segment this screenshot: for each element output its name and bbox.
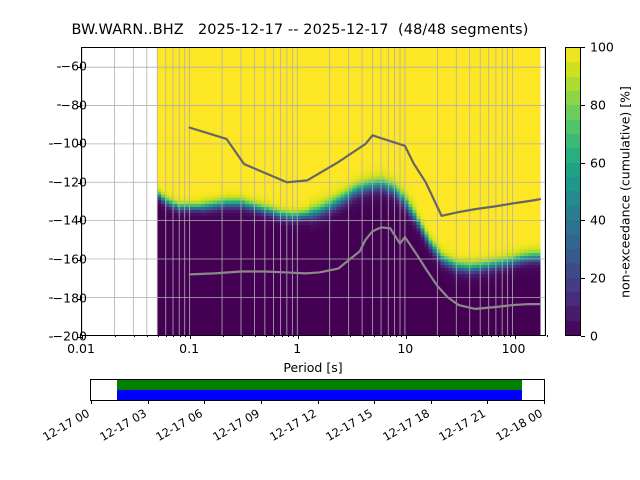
x-tick-mark-minor (547, 335, 548, 338)
x-tick-mark-minor (179, 335, 181, 338)
y-tick-label: −120 (49, 174, 87, 189)
colorbar-tick-mark (581, 162, 585, 164)
x-tick-mark-minor (133, 335, 135, 338)
x-tick-mark-minor (382, 335, 384, 338)
x-tick-mark-minor (274, 335, 276, 338)
y-tick-label: −140 (49, 213, 87, 228)
x-tick-label: 0.1 (179, 341, 200, 356)
colorbar-tick-mark (581, 278, 585, 280)
colorbar-tick-label: 20 (590, 270, 606, 286)
x-tick-mark-major (82, 335, 83, 339)
x-tick-mark-minor (481, 335, 483, 338)
ppsd-plot-area[interactable] (78, 47, 548, 339)
colorbar-tick-label: 0 (590, 328, 598, 344)
y-tick-label: −80 (57, 97, 87, 112)
y-tick-mark (78, 298, 82, 300)
x-axis-label: Period [s] (283, 360, 343, 375)
timeline-tick-label: 12-18 00 (493, 406, 545, 444)
colorbar-tick-label: 40 (590, 212, 606, 228)
x-tick-mark-major (514, 335, 516, 339)
y-tick-label: −200 (49, 329, 87, 344)
x-tick-mark-minor (114, 335, 116, 338)
x-tick-mark-minor (241, 335, 243, 338)
x-tick-mark-minor (509, 335, 511, 338)
y-tick-mark (78, 221, 82, 223)
colorbar-gradient (566, 48, 580, 335)
y-tick-label: −180 (49, 290, 87, 305)
colorbar-label: non-exceedance (cumulative) [%] (617, 86, 633, 298)
colorbar-tick-label: 80 (590, 97, 606, 113)
y-tick-label: −100 (49, 136, 87, 151)
x-tick-mark-minor (395, 335, 397, 338)
noise-model-line-1 (188, 226, 542, 310)
timeline-tick-mark (147, 400, 149, 404)
y-tick-label: −160 (49, 251, 87, 266)
coverage-bars (116, 380, 522, 400)
y-tick-label: −60 (57, 59, 87, 74)
x-tick-mark-minor (401, 335, 403, 338)
x-tick-mark-minor (389, 335, 391, 338)
colorbar-tick-label: 100 (590, 39, 614, 55)
y-tick-mark (78, 182, 82, 184)
x-tick-mark-minor (287, 335, 289, 338)
x-tick-label: 100 (501, 341, 526, 356)
x-tick-mark-minor (349, 335, 351, 338)
x-tick-mark-minor (497, 335, 499, 338)
x-tick-mark-minor (471, 335, 473, 338)
x-tick-mark-minor (157, 335, 159, 338)
colorbar-tick-mark (581, 336, 585, 337)
x-tick-mark-minor (147, 335, 149, 338)
x-tick-mark-minor (166, 335, 168, 338)
colorbar-tick-mark (581, 47, 585, 48)
x-tick-mark-major (406, 335, 408, 339)
x-tick-mark-minor (281, 335, 283, 338)
x-tick-mark-minor (173, 335, 175, 338)
coverage-bar-psd (116, 390, 522, 400)
x-tick-mark-minor (255, 335, 257, 338)
x-tick-mark-minor (504, 335, 505, 338)
x-tick-mark-minor (490, 335, 492, 338)
x-tick-label: 10 (397, 341, 414, 356)
x-tick-mark-minor (330, 335, 332, 338)
coverage-bar-data (116, 380, 522, 390)
page-title: BW.WARN..BHZ 2025-12-17 -- 2025-12-17 (4… (71, 22, 529, 38)
x-tick-mark-minor (293, 335, 295, 338)
y-tick-mark (78, 144, 82, 146)
x-tick-mark-major (190, 335, 192, 339)
x-tick-mark-minor (265, 335, 267, 338)
timeline-tick-mark (260, 400, 262, 404)
coverage-timeline[interactable] (90, 379, 545, 404)
x-tick-mark-minor (457, 335, 459, 338)
x-tick-mark-minor (185, 335, 187, 338)
noise-model-curves (188, 126, 542, 310)
y-tick-mark (78, 259, 82, 261)
y-tick-mark (78, 105, 82, 107)
x-tick-mark-minor (373, 335, 375, 338)
y-tick-mark (78, 337, 82, 338)
timeline-tick-mark (544, 400, 545, 404)
timeline-tick-mark (204, 400, 206, 404)
x-tick-label: 0.01 (67, 341, 95, 356)
y-tick-mark (78, 67, 82, 69)
x-tick-mark-minor (438, 335, 440, 338)
timeline-tick-mark (317, 400, 319, 404)
colorbar-tick-mark (581, 104, 585, 106)
colorbar-tick-label: 60 (590, 155, 606, 171)
timeline-tick-mark (487, 400, 489, 404)
x-tick-label: 1 (293, 341, 302, 356)
timeline-tick-mark (374, 400, 376, 404)
histogram-clip (82, 48, 545, 335)
colorbar[interactable] (565, 47, 581, 336)
x-tick-mark-minor (363, 335, 365, 338)
colorbar-tick-mark (581, 220, 585, 222)
noise-model-line-0 (188, 126, 542, 217)
timeline-tick-mark (430, 400, 432, 404)
x-tick-mark-major (298, 335, 300, 339)
x-tick-mark-minor (222, 335, 224, 338)
timeline-tick-mark (91, 400, 92, 404)
